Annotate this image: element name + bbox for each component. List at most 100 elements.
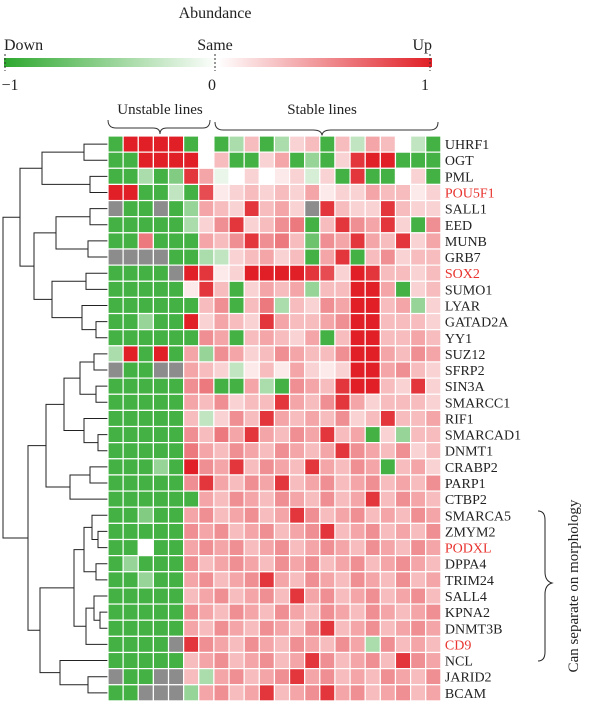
heatmap-cell [258,571,276,589]
heatmap-cell [334,587,351,605]
heatmap-cell [334,216,351,234]
heatmap-cell [213,555,230,573]
heatmap-cell [334,296,351,315]
heatmap-cell [364,619,381,637]
dendrogram-branch [39,587,74,674]
gene-label: LYAR [445,300,481,315]
scale-tick-label-max: 1 [421,77,429,94]
heatmap-cell [198,474,215,492]
heatmap-cell [304,183,321,202]
heatmap-cell [137,232,154,250]
heatmap-cell [213,135,230,153]
heatmap-cell [410,280,427,299]
scale-tick-label-min: −1 [1,77,18,94]
heatmap-cell [349,442,366,460]
heatmap-cell [228,522,245,541]
dendrogram-branch [45,403,70,488]
heatmap-cell [122,522,139,541]
heatmap-cell [379,555,397,573]
heatmap-cell [243,135,260,153]
heatmap-cell [273,393,291,411]
color-scale-legend: Abundance Down Same Up −1 0 1 [1,5,432,94]
heatmap-cell [152,442,170,460]
heatmap-cell [410,232,427,250]
heatmap-cell [319,135,336,153]
heatmap-cell [122,393,139,411]
heatmap-cell [213,458,230,476]
heatmap-cell [349,312,366,331]
gene-label: SALL1 [445,203,487,218]
heatmap-cell [410,345,427,363]
scale-up-label: Up [412,37,432,54]
heatmap-cell [288,151,306,169]
heatmap-cell [167,555,185,573]
heatmap-cell [425,409,442,428]
heatmap-cell [425,280,442,299]
heatmap-cell [198,619,215,637]
heatmap-cell [304,603,321,621]
heatmap-cell [379,151,397,169]
heatmap-cell [410,377,427,395]
dendrogram-branch [85,272,108,290]
heatmap-cell [288,296,306,315]
heatmap-cell [410,474,427,492]
heatmap-cell [243,635,260,654]
heatmap-cell [122,167,139,186]
heatmap-cell [410,603,427,621]
gene-label: BCAM [445,687,487,702]
heatmap-cell [410,329,427,347]
heatmap-cell [334,571,351,589]
heatmap-cell [334,490,351,508]
heatmap-cell [288,522,306,541]
heatmap-cell [425,199,442,218]
heatmap-cell [152,425,170,444]
heatmap-cell [213,571,230,589]
heatmap-cell [228,329,245,347]
heatmap-cell [364,458,381,476]
heatmap-cell [379,232,397,250]
heatmap-cell [152,458,170,476]
heatmap-cell [379,619,397,637]
heatmap-cell [349,490,366,508]
heatmap-cell [410,635,427,654]
heatmap-cell [304,684,321,702]
heatmap-cell [152,264,170,282]
heatmap-cell [273,474,291,492]
dendrogram-branch [83,417,108,444]
heatmap-cell [228,619,245,637]
heatmap-cell [334,361,351,379]
heatmap-cell [137,135,154,153]
heatmap-cell [394,135,412,153]
heatmap-cell [319,603,336,621]
heatmap-cell [228,345,245,363]
heatmap-cell [304,151,321,169]
heatmap-cell [273,232,291,250]
heatmap-cell [137,684,154,702]
heatmap-cell [304,393,321,411]
heatmap-cell [334,135,351,153]
heatmap-cell [288,216,306,234]
heatmap-cell [243,538,260,557]
gene-label: EED [445,219,472,234]
heatmap-cell [198,312,215,331]
heatmap-cell [198,329,215,347]
heatmap-cell [183,522,200,541]
heatmap-cell [198,490,215,508]
heatmap-cell [349,199,366,218]
heatmap-cell [167,393,185,411]
heatmap-cell [379,571,397,589]
heatmap-cell [334,425,351,444]
heatmap-cell [198,603,215,621]
dendrogram-branch [89,208,108,226]
heatmap-cell [273,684,291,702]
heatmap-cell [167,280,185,299]
heatmap-cell [273,538,291,557]
heatmap-cell [334,329,351,347]
heatmap-cell [304,264,321,282]
heatmap-cell [349,555,366,573]
heatmap-cell [288,183,306,202]
scale-down-label: Down [4,37,43,54]
heatmap-cell [258,377,276,395]
heatmap-cell [304,135,321,153]
heatmap-cell [107,345,124,363]
